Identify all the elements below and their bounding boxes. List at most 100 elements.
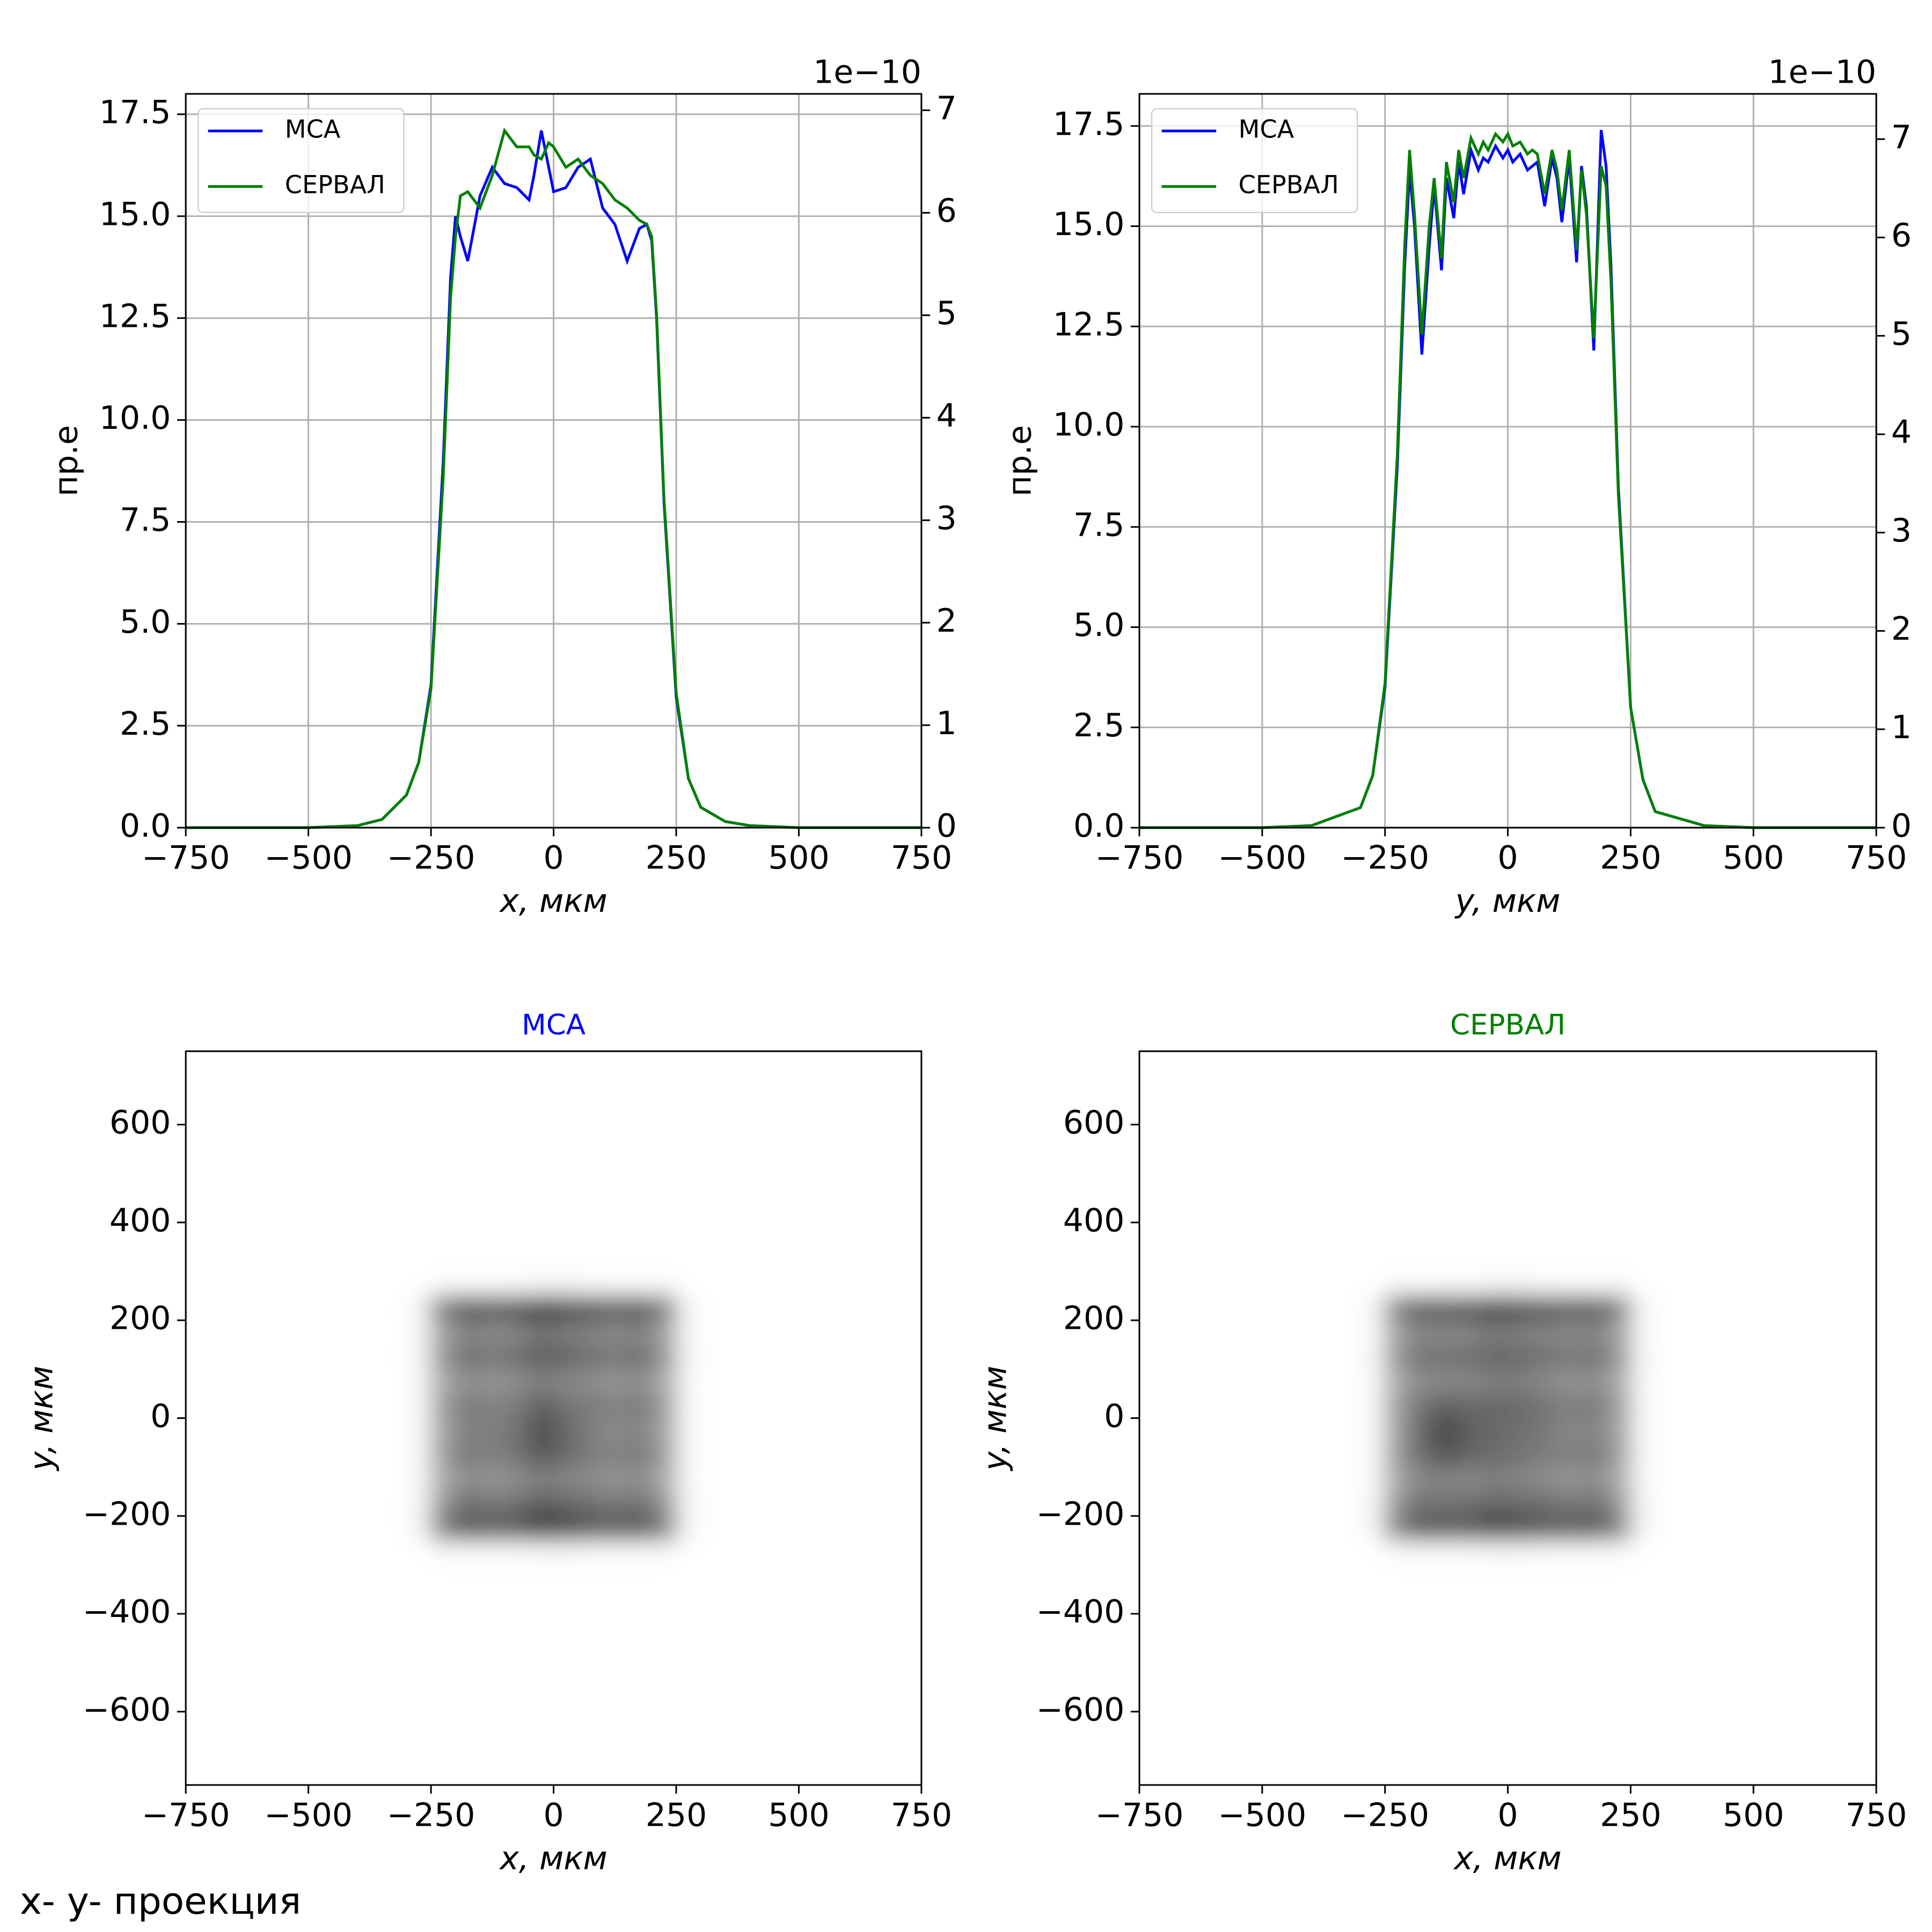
legend-label: МСА: [285, 115, 341, 144]
y-tick-label: 10.0: [99, 399, 171, 437]
x-tick-label: −500: [1218, 839, 1307, 877]
heatmap-cell: [1360, 1540, 1386, 1566]
heatmap-cell: [652, 1418, 677, 1444]
heatmap-cell: [1434, 1467, 1460, 1492]
heatmap-cell: [1385, 1369, 1410, 1395]
heatmap-cell: [578, 1516, 604, 1541]
y-axis-label: пр.е: [1001, 425, 1038, 496]
heatmap-cell: [676, 1296, 701, 1321]
heatmap-cell: [1483, 1516, 1509, 1541]
heatmap-cell: [1507, 1418, 1533, 1444]
y-tick-label: 10.0: [1053, 406, 1125, 444]
x-tick-label: −250: [387, 1797, 475, 1834]
x-tick-label: 750: [1846, 1797, 1907, 1834]
heatmap-cell: [406, 1320, 432, 1345]
subplot: −750 −500 −250 0 250 500 7500.02.55.07.510.012…: [47, 54, 956, 920]
y-tick-label: 5.0: [120, 603, 171, 641]
heatmap-cell: [504, 1418, 530, 1444]
heatmap-cell: [1434, 1491, 1460, 1517]
heatmap-cell: [1630, 1296, 1656, 1321]
heatmap-cell: [1385, 1393, 1410, 1419]
heatmap-cell: [1557, 1271, 1583, 1297]
heatmap-cell: [602, 1443, 628, 1468]
x-tick-label: 0: [543, 839, 564, 877]
y-tick-label: 17.5: [99, 94, 171, 131]
heatmap-cell: [1532, 1443, 1558, 1468]
heatmap-cell: [1606, 1271, 1631, 1297]
heatmap-cell: [578, 1320, 604, 1345]
heatmap-cell: [1581, 1467, 1607, 1492]
x-tick-label: −750: [142, 1797, 230, 1834]
heatmap-cell: [480, 1516, 506, 1541]
heatmap-cell: [676, 1516, 701, 1541]
heatmap-cell: [431, 1296, 456, 1321]
x-tick-label: 250: [646, 839, 707, 877]
heatmap-cell: [1630, 1540, 1656, 1566]
heatmap-cell: [1385, 1443, 1410, 1468]
heatmap-cell: [652, 1296, 677, 1321]
heatmap-cell: [1581, 1418, 1607, 1444]
heatmap-cell: [480, 1467, 506, 1492]
heatmap-cell: [553, 1393, 579, 1419]
heatmap-cell: [676, 1320, 701, 1345]
heatmap-cell: [529, 1296, 554, 1321]
heatmap-cell: [1606, 1540, 1631, 1566]
heatmap-cell: [480, 1369, 506, 1395]
heatmap-cell: [480, 1491, 506, 1517]
heatmap-cell: [1532, 1418, 1558, 1444]
heatmap: [406, 1271, 701, 1566]
heatmap-cell: [1557, 1540, 1583, 1566]
heatmap-cell: [676, 1540, 701, 1566]
heatmap-cell: [1507, 1393, 1533, 1419]
heatmap-cell: [1483, 1344, 1509, 1370]
heatmap-cell: [455, 1344, 481, 1370]
heatmap-cell: [1630, 1467, 1656, 1492]
heatmap-cell: [1360, 1443, 1386, 1468]
heatmap-cell: [602, 1491, 628, 1517]
heatmap-cell: [1434, 1271, 1460, 1297]
y2-tick-label: 7: [936, 90, 957, 127]
y-tick-label: 0.0: [1073, 807, 1124, 845]
heatmap-cell: [602, 1271, 628, 1297]
heatmap-cell: [627, 1320, 653, 1345]
x-tick-label: −500: [264, 1797, 353, 1834]
x-tick-label: 250: [1600, 839, 1661, 877]
y2-offset-label: 1e−10: [1768, 54, 1876, 91]
heatmap: [1360, 1271, 1656, 1566]
x-tick-label: −250: [1341, 839, 1429, 877]
heatmap-cell: [1557, 1393, 1583, 1419]
heatmap-cell: [578, 1393, 604, 1419]
y-tick-label: 15.0: [99, 195, 171, 233]
heatmap-cell: [1409, 1491, 1435, 1517]
heatmap-cell: [1434, 1296, 1460, 1321]
heatmap-cell: [504, 1369, 530, 1395]
heatmap-cell: [1557, 1491, 1583, 1517]
heatmap-cell: [676, 1344, 701, 1370]
heatmap-cell: [529, 1393, 554, 1419]
heatmap-cell: [1630, 1369, 1656, 1395]
heatmap-cell: [1434, 1369, 1460, 1395]
y-tick-label: 17.5: [1053, 105, 1125, 143]
heatmap-cell: [1606, 1467, 1631, 1492]
heatmap-cell: [406, 1344, 432, 1370]
heatmap-cell: [627, 1467, 653, 1492]
heatmap-cell: [578, 1491, 604, 1517]
heatmap-cell: [529, 1344, 554, 1370]
heatmap-cell: [480, 1344, 506, 1370]
heatmap-cell: [1385, 1418, 1410, 1444]
y-tick-label: 7.5: [120, 501, 171, 539]
axes-frame: [185, 1050, 923, 1786]
heatmap-cell: [480, 1271, 506, 1297]
heatmap-cell: [406, 1393, 432, 1419]
heatmap-cell: [406, 1418, 432, 1444]
heatmap-cell: [1606, 1393, 1631, 1419]
heatmap-cell: [406, 1540, 432, 1566]
heatmap-cell: [602, 1516, 628, 1541]
heatmap-cell: [1360, 1271, 1386, 1297]
heatmap-cell: [1459, 1393, 1484, 1419]
heatmap-cell: [1360, 1516, 1386, 1541]
heatmap-cell: [1409, 1443, 1435, 1468]
heatmap-cell: [1581, 1491, 1607, 1517]
